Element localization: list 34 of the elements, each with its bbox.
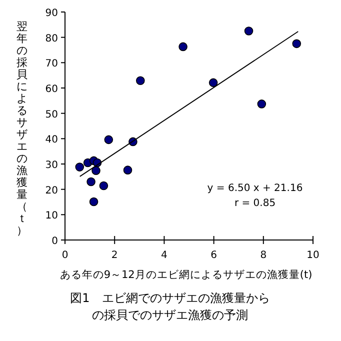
y-tick-label: 40 — [45, 134, 58, 146]
point — [104, 135, 114, 144]
x-tick-label: 2 — [111, 250, 118, 261]
y-tick-label: 0 — [52, 236, 58, 247]
point — [257, 100, 266, 108]
y-tick-label: 80 — [45, 33, 58, 44]
point — [292, 39, 302, 48]
y-tick-label: 50 — [45, 109, 58, 120]
point — [178, 42, 188, 52]
annotation: r = 0.85 — [234, 198, 276, 209]
point — [136, 76, 145, 86]
y-tick-label: 70 — [45, 58, 58, 70]
point — [75, 162, 84, 172]
point — [99, 181, 108, 190]
y-tick-label: 90 — [45, 8, 58, 19]
text: 図1 エビ網でのサザエの漁獲量からの採貝でのサザエ漁獲の予測 — [70, 291, 270, 322]
point — [92, 166, 100, 175]
x-tick-label: 10 — [306, 250, 320, 261]
point — [123, 166, 132, 174]
x-tick-label: 8 — [260, 250, 267, 261]
annotation: y = 6.50 x + 21.16 — [207, 183, 303, 194]
point — [208, 78, 218, 88]
point — [244, 26, 254, 36]
y-tick-label: 20 — [45, 185, 58, 196]
x-axis-title: ある年の9～12月のエビ網によるサザエの漁獲量(t) — [60, 269, 312, 281]
point — [86, 177, 96, 186]
point — [89, 197, 98, 206]
x-tick-label: 4 — [161, 250, 168, 261]
x-tick-label: 6 — [210, 250, 217, 261]
y-tick-label: 10 — [45, 210, 58, 222]
y-tick-label: 30 — [45, 160, 58, 171]
text: 翌年の採貝によるサザエの漁獲量（ｔ） — [16, 20, 28, 237]
y-tick-label: 60 — [45, 84, 58, 95]
x-tick-label: 0 — [62, 250, 68, 261]
